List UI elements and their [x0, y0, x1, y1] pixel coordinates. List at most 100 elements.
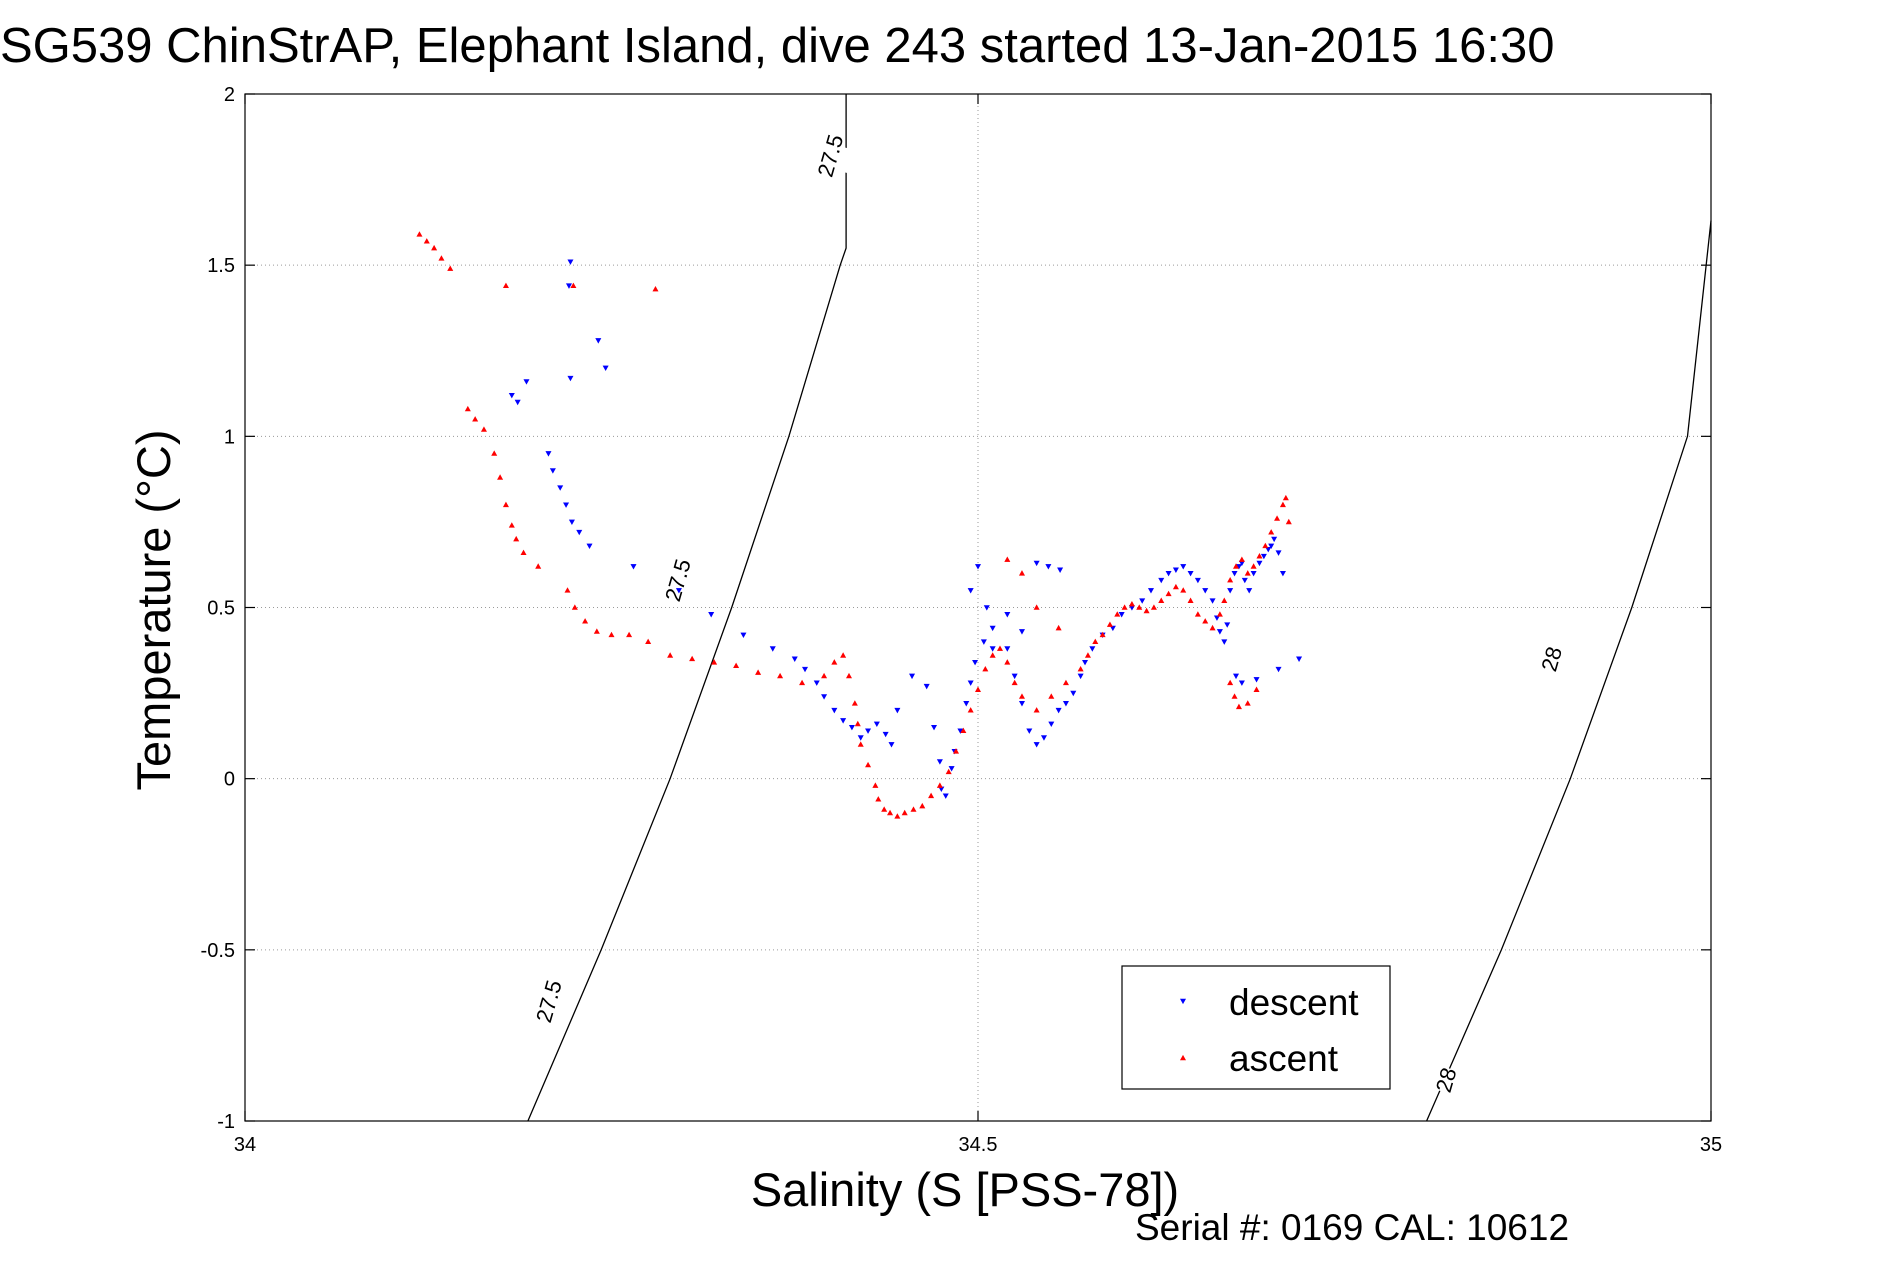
y-tick-label: 1.5 — [207, 255, 235, 277]
ascent-point — [1004, 556, 1011, 562]
descent-point — [948, 766, 955, 772]
ascent-point — [1150, 604, 1157, 610]
descent-point — [1271, 536, 1278, 543]
y-tick-label: 0 — [224, 769, 235, 791]
ascent-point — [1279, 501, 1286, 508]
descent-point — [595, 338, 602, 344]
isopycnal-line — [527, 94, 847, 1122]
ascent-point — [1227, 679, 1234, 686]
descent-point — [769, 646, 776, 652]
descent-point — [1147, 588, 1154, 594]
descent-point — [1077, 673, 1084, 680]
descent-point — [567, 259, 574, 265]
descent-point — [980, 639, 987, 645]
descent-point — [563, 502, 570, 508]
ascent-point — [582, 618, 589, 624]
ascent-point — [1209, 624, 1216, 631]
ascent-point — [502, 501, 509, 508]
descent-point — [1224, 622, 1231, 628]
ascent-point — [438, 255, 445, 261]
ascent-point — [520, 549, 527, 556]
ascent-point — [564, 587, 571, 593]
descent-point — [821, 694, 828, 700]
descent-point — [1158, 577, 1165, 584]
descent-point — [974, 564, 982, 570]
descent-point — [967, 680, 974, 686]
ascent-point — [1262, 542, 1269, 549]
descent-point — [909, 673, 916, 680]
descent-point — [972, 659, 979, 666]
descent-point — [1275, 550, 1282, 556]
ascent-point — [497, 474, 504, 480]
descent-point — [802, 666, 809, 673]
isopycnal-label-bg — [1524, 640, 1578, 678]
ascent-point — [1180, 587, 1187, 593]
ascent-point — [887, 809, 894, 816]
isopycnal-label: 27.5 — [660, 556, 696, 604]
chart-title: SG539 ChinStrAP, Elephant Island, dive 2… — [0, 19, 1555, 73]
descent-point — [708, 612, 715, 618]
ascent-point — [936, 782, 943, 788]
descent-point — [1172, 567, 1179, 573]
descent-point — [1165, 570, 1172, 577]
descent-point — [813, 680, 820, 686]
ascent-point — [1062, 679, 1069, 686]
ascent-point — [1128, 600, 1135, 607]
ascent-point — [1018, 570, 1025, 576]
ascent-point — [901, 809, 908, 816]
descent-point — [1275, 666, 1282, 673]
ascent-point — [667, 652, 674, 658]
descent-point — [586, 543, 593, 549]
descent-point — [1260, 553, 1267, 560]
axis-ticks: 34 34.5 35 -1 -0.5 0 0.5 1 1.5 2 — [201, 84, 1723, 1156]
serial-footer: Serial #: 0169 CAL: 10612 — [1135, 1207, 1569, 1248]
ascent-point — [733, 662, 740, 668]
ascent-point — [1158, 597, 1165, 603]
descent-point — [1246, 588, 1253, 594]
legend-label-ascent: ascent — [1229, 1038, 1339, 1079]
legend-marker-ascent — [1179, 1054, 1187, 1061]
descent-point — [1139, 598, 1146, 604]
descent-point — [565, 283, 572, 289]
descent-point — [1231, 570, 1238, 577]
descent-point — [1187, 570, 1194, 577]
descent-point — [1180, 564, 1187, 570]
ascent-point — [1114, 611, 1121, 617]
ascent-point — [960, 727, 967, 734]
ascent-point — [1033, 707, 1040, 713]
descent-point — [1279, 570, 1286, 577]
descent-point — [1062, 701, 1069, 707]
ascent-point — [1136, 604, 1143, 610]
ascent-point — [571, 604, 578, 610]
y-tick-label: 1 — [224, 426, 235, 448]
ascent-point — [755, 669, 762, 675]
ascent-point — [1033, 604, 1040, 610]
ascent-point — [982, 666, 989, 672]
isopycnal-label: 27.5 — [812, 132, 848, 180]
ascent-point — [472, 416, 479, 422]
descent-point — [1011, 673, 1018, 680]
ascent-point — [535, 563, 542, 569]
descent-point — [549, 468, 556, 474]
ascent-point — [777, 672, 784, 679]
ascent-point — [608, 631, 615, 638]
ascent-point — [840, 652, 847, 658]
ascent-point — [1285, 518, 1292, 525]
ascent-point — [967, 707, 974, 713]
descent-point — [630, 564, 637, 570]
descent-point — [848, 725, 855, 731]
y-tick-label: 0.5 — [207, 598, 235, 620]
descent-point — [1082, 659, 1089, 666]
ascent-point — [1165, 590, 1172, 597]
descent-point — [989, 625, 996, 632]
descent-point — [602, 365, 609, 371]
descent-point — [831, 707, 838, 714]
y-tick-label: -0.5 — [201, 940, 235, 962]
x-tick-label: 35 — [1700, 1134, 1722, 1156]
descent-point — [1296, 656, 1303, 662]
ascent-point — [996, 645, 1003, 651]
ascent-point — [1216, 611, 1223, 617]
descent-point — [1238, 680, 1245, 686]
descent-point — [857, 735, 864, 741]
